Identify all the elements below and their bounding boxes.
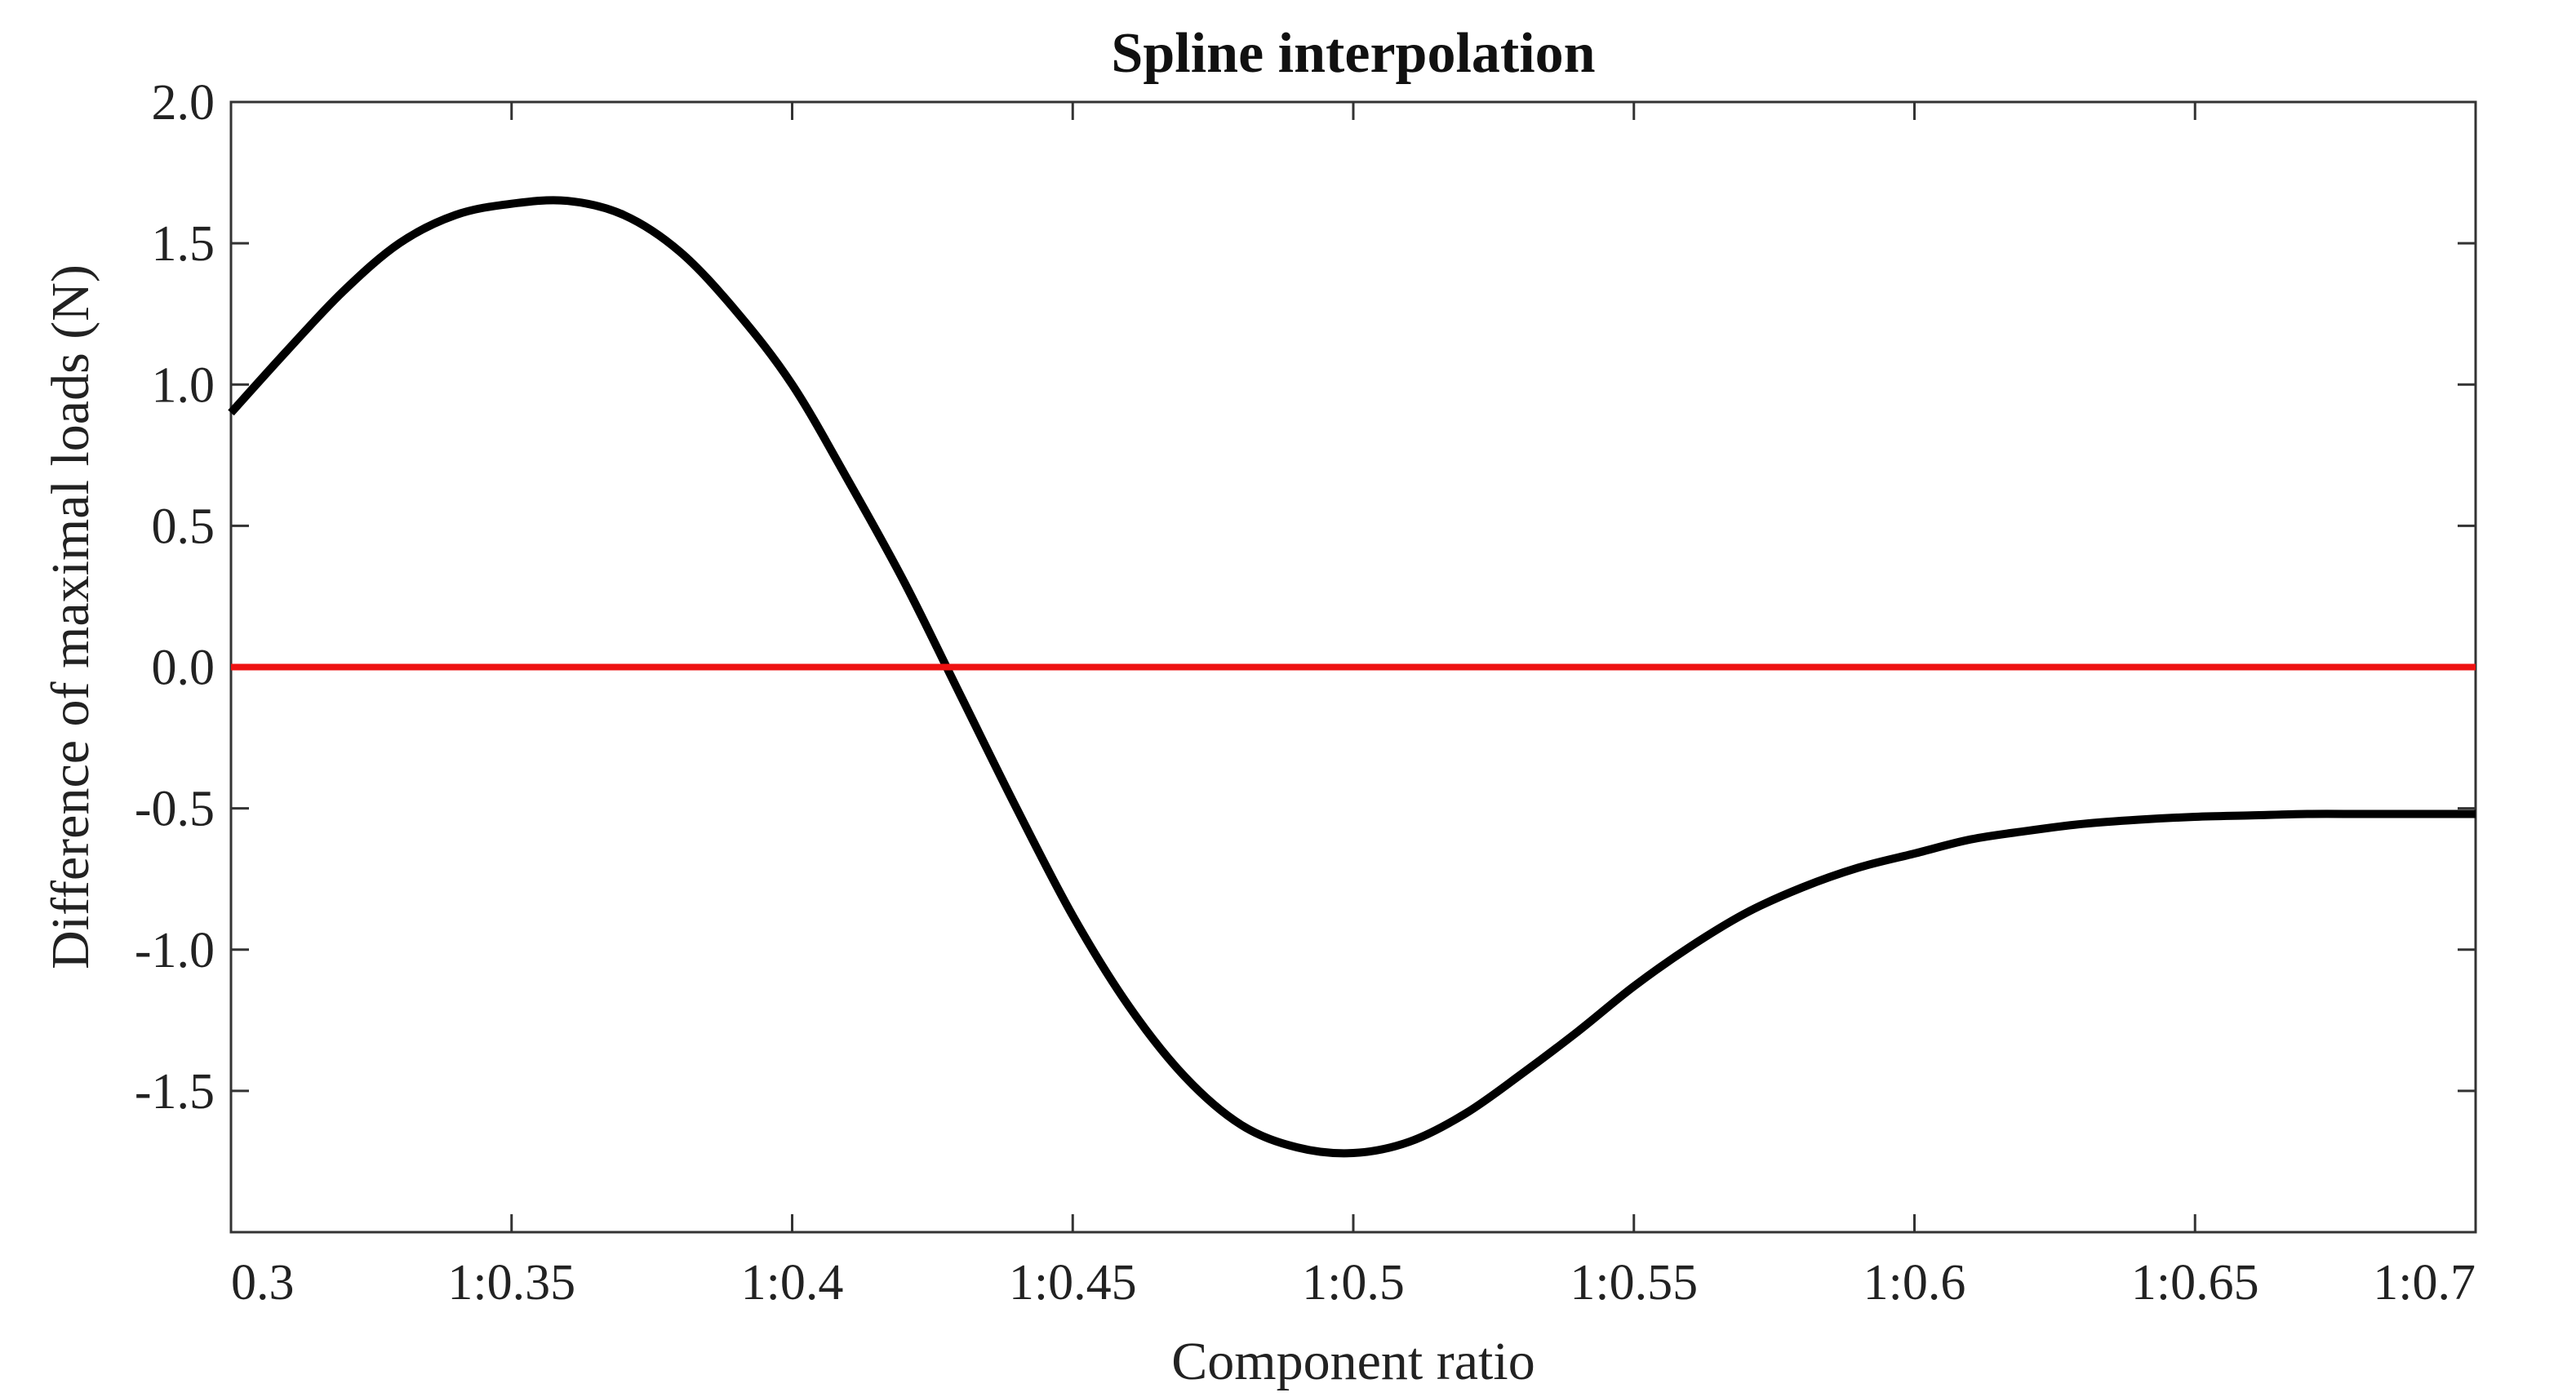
y-tick-label: -0.5: [135, 782, 215, 837]
x-tick-label: 1:0.6: [1863, 1255, 1966, 1311]
x-tick-label: 1:0.45: [1009, 1255, 1137, 1311]
y-tick-label: -1.0: [135, 923, 215, 978]
x-tick-label: 1:0.4: [741, 1255, 844, 1311]
y-tick-label: 0.0: [152, 641, 215, 696]
y-tick-label: 1.5: [152, 216, 215, 272]
x-tick-label: 1:0.65: [2131, 1255, 2259, 1311]
plot-area: 2.0 1.5 1.0 0.5 0.0 -0.5 -1.0 -1.5 0.3 1:0.35 1:0.…: [135, 75, 2477, 1311]
x-tick-label: 1:0.55: [1570, 1255, 1698, 1311]
y-tick-label: 1.0: [152, 357, 215, 413]
chart-title: Spline interpolation: [1111, 22, 1595, 85]
x-tick-label: 1:0.7: [2373, 1255, 2476, 1311]
spline-curve-line: [228, 196, 2476, 1158]
x-tick-label: 0.3: [231, 1255, 295, 1311]
x-tick-label: 1:0.35: [447, 1255, 575, 1311]
y-tick-label: 2.0: [152, 75, 215, 131]
y-tick-label: -1.5: [135, 1064, 215, 1120]
x-axis-label: Component ratio: [1171, 1332, 1534, 1391]
y-tick-label: 0.5: [152, 499, 215, 554]
y-axis-label: Difference of maximal loads (N): [41, 264, 100, 969]
x-tick-label: 1:0.5: [1302, 1255, 1405, 1311]
